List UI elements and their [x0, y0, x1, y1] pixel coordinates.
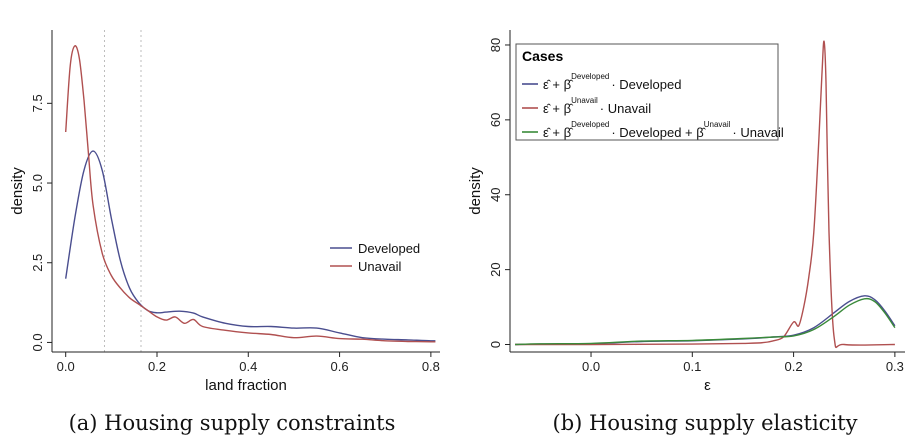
b-series-line-3: [515, 297, 896, 346]
b-x-tick-label: 0.0: [582, 359, 600, 374]
chart-b-legend-entry: ε̂ + β̂Developed· Developed: [543, 72, 681, 92]
chart-b-series: [515, 40, 896, 349]
chart-b-legend-entry: ε̂ + β̂Unavail· Unavail: [543, 96, 651, 116]
chart-b-legend-title: Cases: [522, 48, 563, 64]
b-y-tick-label: 60: [488, 113, 503, 127]
chart-b-ylabel: density: [467, 167, 484, 215]
chart-a-legend-entry: Developed: [358, 241, 420, 256]
chart-a-xlabel: land fraction: [205, 377, 287, 394]
b-y-tick-label: 20: [488, 262, 503, 276]
chart-b-legend-box: [515, 43, 779, 141]
b-y-tick-label: 40: [488, 188, 503, 202]
chart-b-legend: Cases ε̂ + β̂Developed· Developed ε̂ + β̂U…: [515, 43, 784, 141]
chart-b-axes: 0.0 0.1 0.2 0.3 0 20 40 60 80: [488, 30, 905, 374]
chart-b-legend-entry: ε̂ + β̂Developed· Developed + β̂Unavail·…: [543, 120, 784, 140]
a-x-tick-label: 0.8: [422, 359, 440, 374]
b-x-tick-label: 0.1: [683, 359, 701, 374]
a-y-tick-label: 0.0: [30, 333, 45, 351]
b-series-line-2: [515, 40, 895, 349]
chart-a-vlines: [103, 30, 142, 352]
chart-a-caption: (a) Housing supply constraints: [69, 411, 396, 435]
chart-a-series: [65, 45, 436, 343]
a-series-line-1: [65, 150, 436, 342]
chart-a-legend: Developed Unavail: [330, 241, 420, 274]
a-x-tick-label: 0.6: [331, 359, 349, 374]
chart-b-caption: (b) Housing supply elasticity: [553, 411, 858, 435]
a-x-tick-label: 0.4: [239, 359, 257, 374]
chart-b: 0.0 0.1 0.2 0.3 0 20 40 60 80 ε density Cases ε̂ …: [467, 30, 905, 435]
chart-a-axes: 0.0 0.2 0.4 0.6 0.8 0.0 2.5 5.0 7.5: [30, 30, 440, 374]
a-y-tick-label: 7.5: [30, 94, 45, 112]
chart-a: 0.0 0.2 0.4 0.6 0.8 0.0 2.5 5.0 7.5 land fractio…: [9, 30, 440, 435]
a-series-line-2: [65, 45, 436, 343]
b-x-tick-label: 0.3: [886, 359, 904, 374]
a-x-tick-label: 0.0: [57, 359, 75, 374]
b-y-tick-label: 0: [488, 341, 503, 348]
chart-a-legend-entry: Unavail: [358, 259, 401, 274]
chart-b-xlabel: ε: [704, 377, 711, 394]
chart-a-ylabel: density: [9, 167, 26, 215]
a-y-tick-label: 2.5: [30, 254, 45, 272]
a-x-tick-label: 0.2: [148, 359, 166, 374]
b-x-tick-label: 0.2: [785, 359, 803, 374]
a-y-tick-label: 5.0: [30, 174, 45, 192]
b-series-line-1: [515, 295, 896, 346]
b-y-tick-label: 80: [488, 38, 503, 52]
